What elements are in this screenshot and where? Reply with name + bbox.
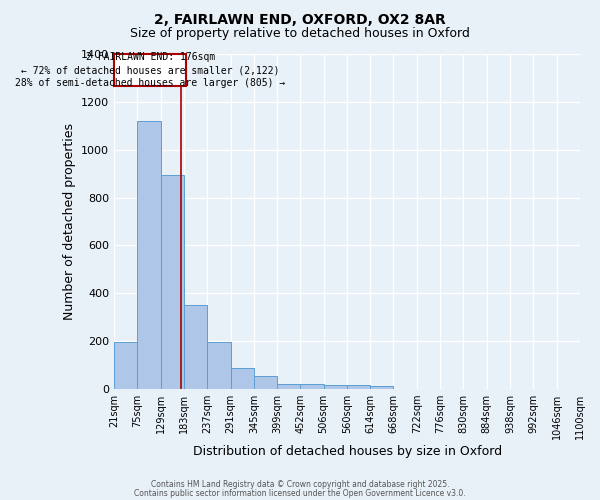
FancyBboxPatch shape [114, 54, 186, 86]
Bar [137, 121, 161, 389]
Bar [114, 342, 137, 389]
Bar [300, 384, 323, 389]
Bar [231, 368, 254, 389]
Y-axis label: Number of detached properties: Number of detached properties [62, 123, 76, 320]
X-axis label: Distribution of detached houses by size in Oxford: Distribution of detached houses by size … [193, 444, 502, 458]
Bar [254, 376, 277, 389]
Bar [161, 175, 184, 389]
Text: Size of property relative to detached houses in Oxford: Size of property relative to detached ho… [130, 28, 470, 40]
Bar [323, 385, 347, 389]
Text: Contains HM Land Registry data © Crown copyright and database right 2025.: Contains HM Land Registry data © Crown c… [151, 480, 449, 489]
Text: Contains public sector information licensed under the Open Government Licence v3: Contains public sector information licen… [134, 488, 466, 498]
Bar [277, 384, 301, 389]
Bar [208, 342, 231, 389]
Text: 2, FAIRLAWN END, OXFORD, OX2 8AR: 2, FAIRLAWN END, OXFORD, OX2 8AR [154, 12, 446, 26]
Bar [347, 385, 370, 389]
Bar [370, 386, 394, 389]
Bar [184, 305, 208, 389]
Text: 2 FAIRLAWN END: 176sqm
← 72% of detached houses are smaller (2,122)
28% of semi-: 2 FAIRLAWN END: 176sqm ← 72% of detached… [15, 52, 286, 88]
